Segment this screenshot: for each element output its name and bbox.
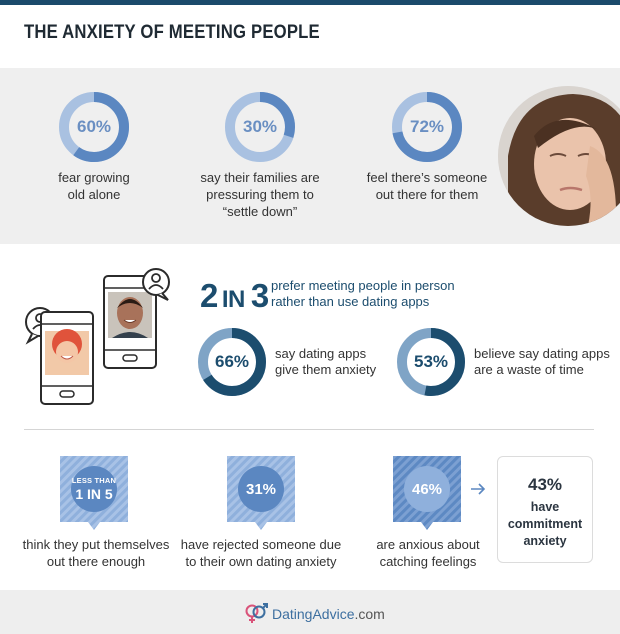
stat-description: fear growing old alone [58, 170, 130, 202]
ratio-description: prefer meeting people in person rather t… [271, 278, 455, 309]
stat-description: say their families are pressuring them t… [200, 170, 320, 219]
dating-advice-logo: DatingAdvice.com [244, 603, 385, 625]
pct-label: 60% [76, 117, 112, 136]
pct-label: 53% [413, 352, 449, 371]
pct-label: 66% [214, 352, 250, 371]
stat-description: have rejected someone due to their own d… [180, 537, 342, 569]
stat-60-fear-growing-old: 60% fear growing old alone [14, 68, 174, 203]
stat-description: are anxious about catching feelings [376, 537, 480, 569]
stat-66-apps-anxiety: 66% say dating apps give them anxiety [197, 327, 376, 397]
anxious-woman-photo [498, 86, 620, 226]
brand-name: DatingAdvice.com [272, 606, 385, 622]
ring-chart: 66% [197, 327, 267, 397]
phone-illustration-man [100, 268, 180, 377]
ring-chart: 30% [224, 91, 296, 163]
ring-arc [198, 328, 266, 396]
gender-symbols-icon [245, 603, 268, 623]
ring-chart: 53% [396, 327, 466, 397]
top-accent-bar [0, 0, 620, 5]
pct-label: 72% [409, 117, 445, 136]
badge-less-than-1-in-5: LESS THAN 1 IN 5 [60, 456, 128, 530]
ring-arc [59, 92, 129, 162]
commitment-anxiety-box: 43% have commitment anxiety [497, 456, 593, 563]
stat-description: think they put themselves out there enou… [22, 537, 170, 569]
section-divider [24, 429, 594, 430]
two-in-three-headline: 2 IN 3 [200, 277, 269, 314]
footer: DatingAdvice.com [0, 590, 620, 634]
badge-31-percent: 31% [227, 456, 295, 530]
stat-description: feel there’s someone out there for them [366, 170, 488, 202]
stat-30-family-pressure: 30% say their families are pressuring th… [180, 68, 340, 220]
page-title: THE ANXIETY OF MEETING PEOPLE [24, 22, 320, 43]
ring-chart: 72% [391, 91, 463, 163]
phone-illustration-woman [22, 272, 102, 413]
stat-description: say dating apps give them anxiety [275, 346, 377, 377]
ring-arc [397, 328, 465, 396]
pct-label: 30% [242, 117, 278, 136]
stat-72-someone-out-there: 72% feel there’s someone out there for t… [347, 68, 507, 203]
section-stats-top: 60% fear growing old alone 30% say their… [0, 68, 620, 244]
badge-46-percent: 46% [393, 456, 461, 530]
ring-arc [225, 92, 295, 162]
stat-description: believe say dating apps are a waste of t… [474, 346, 610, 377]
stat-53-apps-waste: 53% believe say dating apps are a waste … [396, 327, 610, 397]
ring-chart: 60% [58, 91, 130, 163]
arrow-right-icon [470, 482, 486, 500]
ring-arc [392, 92, 462, 162]
